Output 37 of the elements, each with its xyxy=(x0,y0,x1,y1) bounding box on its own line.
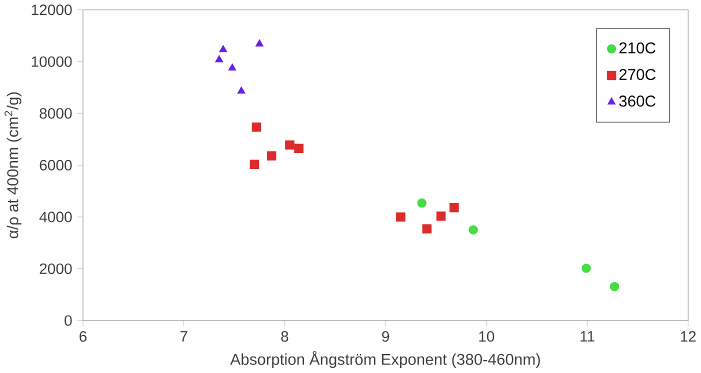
x-tick-label: 9 xyxy=(382,331,390,342)
x-tick-label: 8 xyxy=(281,331,288,342)
y-tick-label: 12000 xyxy=(32,4,72,16)
point xyxy=(468,225,478,235)
x-axis-title: Absorption Ångström Exponent (380-460nm) xyxy=(230,351,540,368)
point xyxy=(266,151,276,161)
x-tick-label: 10 xyxy=(479,331,494,342)
x-tick-label: 12 xyxy=(680,331,696,342)
legend-label: 210C xyxy=(619,42,656,54)
legend-label: 270C xyxy=(619,69,656,80)
point xyxy=(215,55,224,62)
point xyxy=(436,212,446,222)
y-tick-label: 4000 xyxy=(39,212,72,222)
y-tick-label: 8000 xyxy=(40,108,72,119)
point xyxy=(237,86,246,94)
point xyxy=(610,282,620,292)
y-tick-label: 2000 xyxy=(40,264,72,274)
y-tick-label: 6000 xyxy=(40,160,72,171)
x-tick-label: 6 xyxy=(80,331,86,342)
point xyxy=(228,64,236,71)
x-tick-label: 11 xyxy=(580,331,594,342)
point xyxy=(450,203,459,212)
point xyxy=(396,212,406,222)
point xyxy=(422,224,432,234)
point xyxy=(294,144,304,154)
y-tick-label: 0 xyxy=(64,315,72,326)
point xyxy=(582,264,591,274)
point xyxy=(255,40,264,47)
point xyxy=(285,140,294,150)
x-tick-label: 7 xyxy=(180,331,188,342)
y-axis-title: α/ρ at 400nm (cm$^{2}$/g) xyxy=(4,92,22,238)
point xyxy=(252,122,262,132)
legend-label: 360C xyxy=(619,96,656,107)
y-tick-label: 10000 xyxy=(32,56,72,68)
point xyxy=(417,198,427,208)
point xyxy=(250,160,260,170)
point xyxy=(219,45,228,52)
